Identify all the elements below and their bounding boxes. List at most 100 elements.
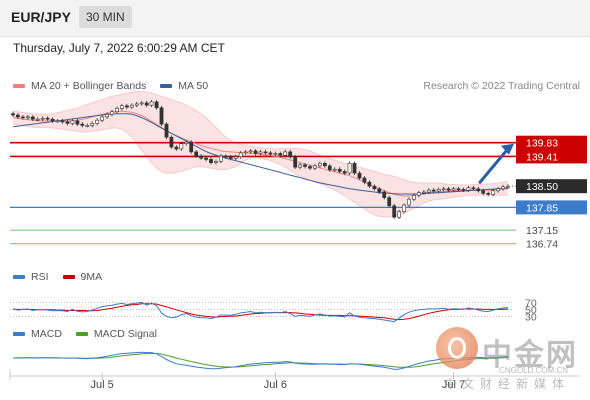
level-label: 139.83 xyxy=(526,138,558,150)
candle-body xyxy=(441,188,446,191)
candle-body xyxy=(253,150,258,154)
candle-body xyxy=(35,118,40,121)
candle-body xyxy=(105,114,110,118)
resistance-tag-139.41: 139.41 xyxy=(516,149,587,164)
candle-body xyxy=(466,187,471,191)
x-tick-label: Jul 6 xyxy=(264,379,287,391)
candle-body xyxy=(382,191,387,198)
price-legend: MA 20 + Bollinger Bands MA 50 xyxy=(13,80,222,92)
candle-body xyxy=(20,116,25,119)
level-label: 137.15 xyxy=(526,225,558,237)
legend-ma20: MA 20 + Bollinger Bands xyxy=(13,80,146,92)
candle-body xyxy=(471,187,476,190)
top-bar: EUR/JPY 30 MIN xyxy=(0,0,590,37)
candle-body xyxy=(372,185,377,190)
candle-body xyxy=(268,152,273,155)
legend-rsi: RSI xyxy=(13,271,49,283)
rsi-line xyxy=(12,301,509,323)
candle-body xyxy=(456,188,461,191)
candle-body xyxy=(100,116,105,121)
candle-body xyxy=(436,189,441,192)
level-label: 137.85 xyxy=(526,202,558,214)
candle-body xyxy=(214,161,218,163)
candle-body xyxy=(164,123,169,138)
rsi-9ma-line xyxy=(13,303,509,321)
candle-body xyxy=(273,153,278,155)
candle-body xyxy=(45,117,50,120)
candle-body xyxy=(149,101,154,106)
watermark-url: CNGOLD.COM.CN xyxy=(499,366,568,375)
report-datetime: Thursday, July 7, 2022 6:00:29 AM CET xyxy=(13,41,225,55)
legend-swatch-ma50 xyxy=(160,84,173,88)
candle-body xyxy=(387,197,392,207)
candle-body xyxy=(362,177,367,183)
candle-body xyxy=(80,123,85,126)
level-label: 136.74 xyxy=(526,239,558,251)
candle-body xyxy=(199,155,204,159)
candle-body xyxy=(421,191,426,194)
candle-body xyxy=(129,104,134,108)
candle-body xyxy=(402,204,406,212)
legend-label-ma20: MA 20 + Bollinger Bands xyxy=(31,80,147,92)
candle-body xyxy=(476,188,481,192)
legend-9ma: 9MA xyxy=(62,271,102,283)
candle-body xyxy=(233,156,238,159)
candle-body xyxy=(337,168,342,172)
copyright-text: Research © 2022 Trading Central xyxy=(423,80,580,92)
candle-body xyxy=(486,193,491,195)
legend-label-ma50: MA 50 xyxy=(178,80,209,92)
candle-body xyxy=(55,120,60,123)
candle-body xyxy=(125,105,129,108)
candle-body xyxy=(30,116,35,120)
candle-body xyxy=(194,151,199,157)
candle-body xyxy=(263,151,268,154)
candle-body xyxy=(288,151,293,158)
legend-label-rsi: RSI xyxy=(31,271,49,283)
candle-body xyxy=(506,185,510,188)
candle-body xyxy=(426,189,431,193)
candle-body xyxy=(357,172,362,179)
rsi-level-label: 30 xyxy=(525,311,537,323)
candle-body xyxy=(90,123,95,126)
level-label: 138.50 xyxy=(526,181,558,193)
candle-body xyxy=(50,118,55,122)
candle-body xyxy=(85,125,90,127)
macd-legend: MACD MACD Signal xyxy=(13,328,171,340)
candle-body xyxy=(70,120,75,124)
candle-body xyxy=(431,189,436,192)
candle-body xyxy=(169,136,174,148)
candle-body xyxy=(243,151,248,154)
candle-body xyxy=(411,195,416,200)
candle-body xyxy=(392,205,397,218)
candle-body xyxy=(352,163,357,174)
candle-body xyxy=(209,159,213,163)
candle-body xyxy=(139,102,144,105)
candle-body xyxy=(248,150,253,153)
candle-body xyxy=(224,155,228,158)
candle-body xyxy=(228,156,233,159)
candle-body xyxy=(134,103,139,106)
macd-line xyxy=(12,351,509,370)
candle-body xyxy=(327,165,332,171)
candle-body xyxy=(11,113,15,116)
candle-body xyxy=(407,198,411,206)
resistance-tag-139.83: 139.83 xyxy=(516,135,587,150)
candle-body xyxy=(144,102,149,106)
candle-body xyxy=(293,156,298,168)
forecast-arrow-shaft xyxy=(478,147,510,184)
candle-body xyxy=(397,211,402,218)
candle-body xyxy=(303,164,307,167)
bollinger-upper-line xyxy=(12,91,509,186)
timeframe-badge[interactable]: 30 MIN xyxy=(79,6,132,28)
support-tag-136.74: 136.74 xyxy=(526,239,558,251)
candle-body xyxy=(278,153,283,156)
ma50-line xyxy=(12,113,509,195)
candle-body xyxy=(154,101,159,109)
candle-body xyxy=(115,108,119,113)
instrument-pair: EUR/JPY xyxy=(11,9,71,25)
candle-body xyxy=(298,164,303,168)
support-tag-137.15: 137.15 xyxy=(526,225,558,237)
candle-body xyxy=(501,186,505,190)
watermark-tagline: 中文财经新媒体 xyxy=(443,377,570,391)
